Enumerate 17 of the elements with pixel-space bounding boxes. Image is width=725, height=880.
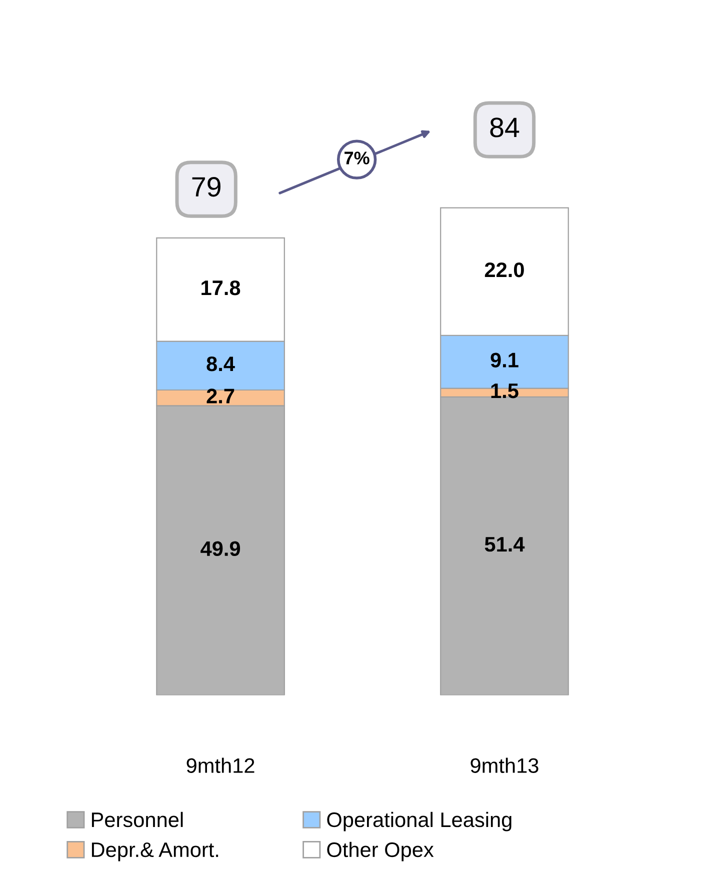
legend-label: Depr.& Amort. (92, 842, 218, 862)
data-label: 22.0 (484, 262, 524, 278)
data-label: 51.4 (484, 537, 525, 552)
x-tick-label: 9mth12 (186, 758, 254, 774)
data-label: 9.1 (490, 352, 518, 368)
data-label: 8.4 (206, 356, 235, 372)
total-label: 84 (490, 118, 520, 138)
data-label: 17.8 (202, 280, 240, 296)
text: 7% (344, 152, 370, 164)
data-label: 1.5 (491, 384, 518, 398)
total-label: 79 (192, 177, 220, 197)
legend-label: Personnel (92, 812, 183, 828)
x-tick-label: 9mth13 (470, 758, 538, 774)
legend-label: Operational Leasing (327, 812, 512, 832)
data-label: 2.7 (206, 388, 234, 404)
data-label: 49.9 (200, 541, 240, 556)
legend-label: Other Opex (327, 842, 434, 862)
